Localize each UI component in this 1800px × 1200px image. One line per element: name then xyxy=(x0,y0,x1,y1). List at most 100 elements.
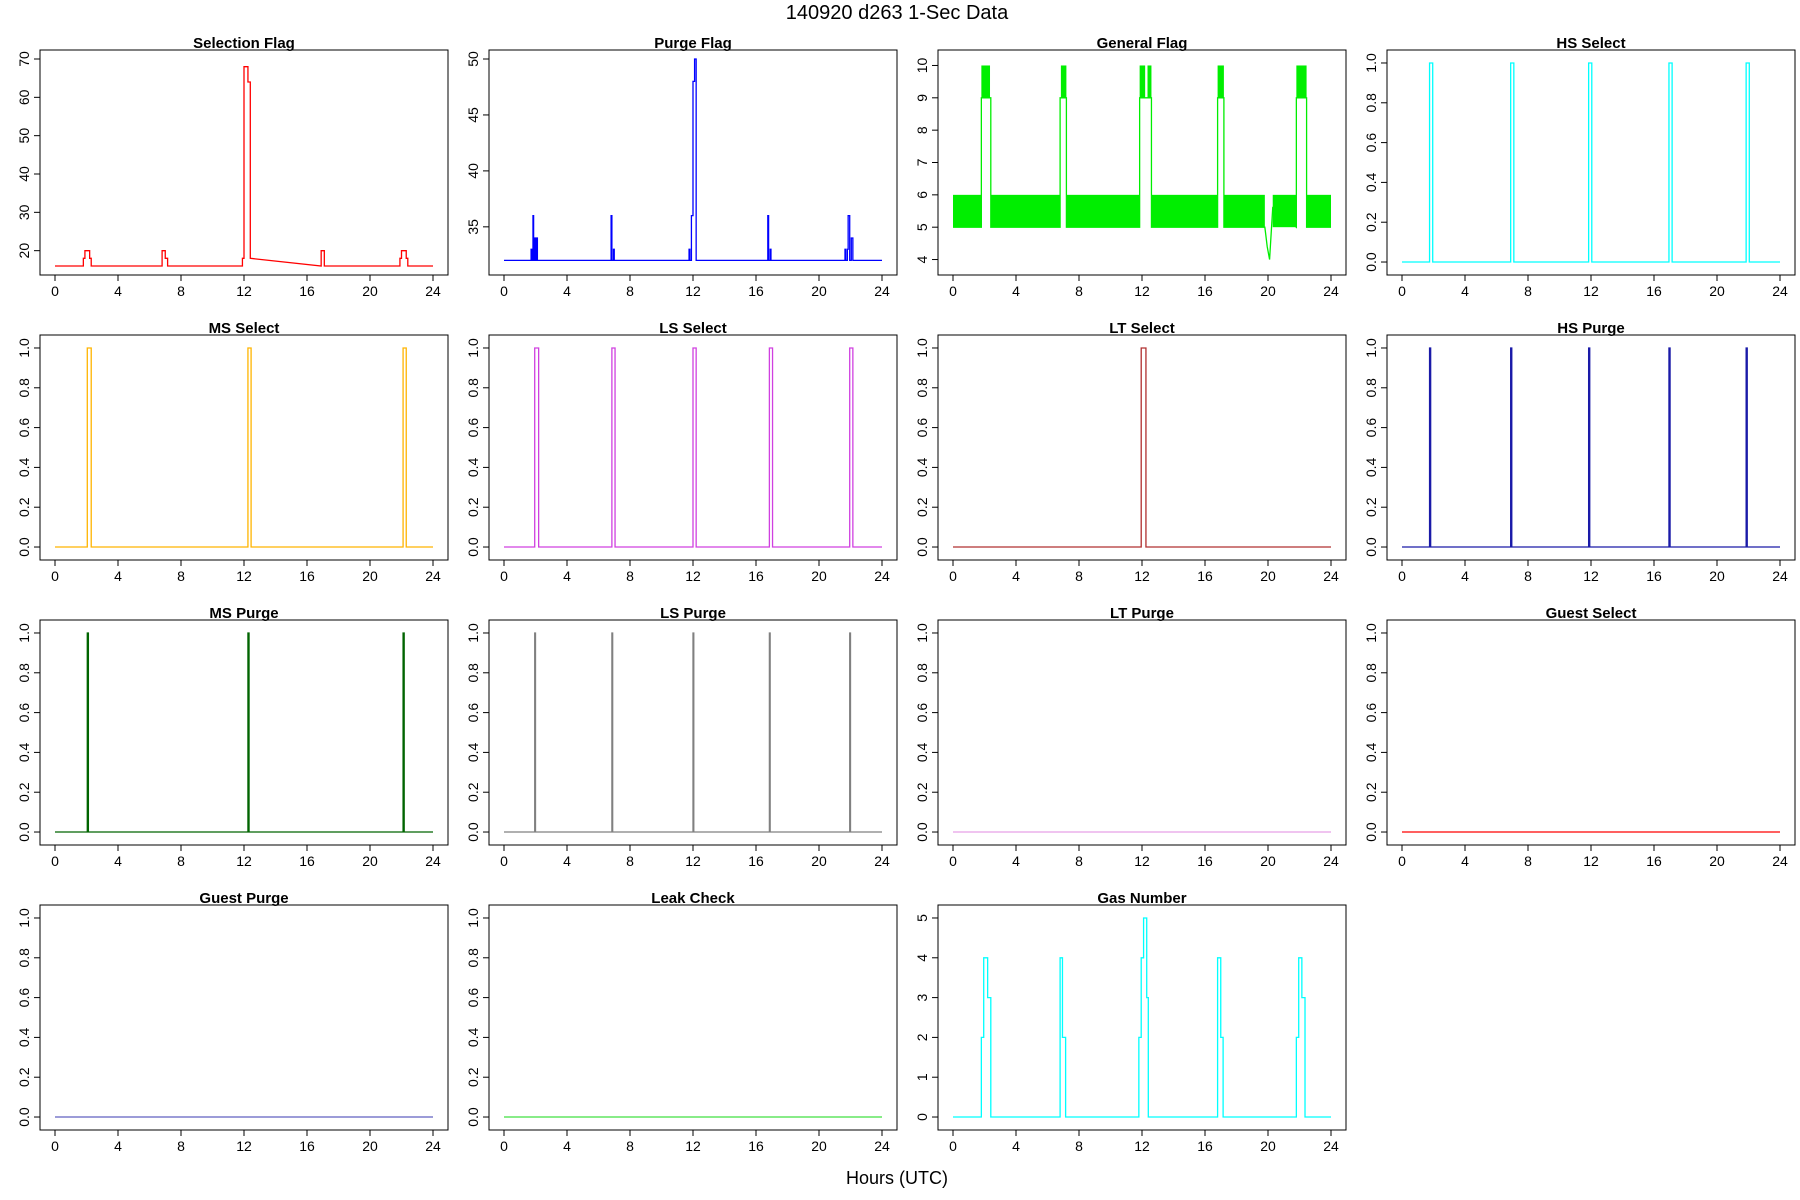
plot-frame xyxy=(937,904,1347,1131)
data-band xyxy=(1217,65,1224,98)
y-tick-label: 0.2 xyxy=(465,497,481,517)
y-tick-label: 0.8 xyxy=(1363,93,1379,113)
y-tick-label: 1.0 xyxy=(465,908,481,928)
data-band xyxy=(953,194,982,228)
panel-title: HS Purge xyxy=(1557,320,1625,337)
y-tick-label: 0.6 xyxy=(465,988,481,1008)
y-tick-label: 0.6 xyxy=(16,418,32,438)
x-tick-label: 20 xyxy=(362,1138,378,1154)
y-tick-label: 0.8 xyxy=(1363,663,1379,683)
x-tick-label: 0 xyxy=(1398,853,1406,869)
x-tick-label: 4 xyxy=(1012,853,1020,869)
panel-11: Guest Select 0 4 8 12 16 20 24 0.0 0.2 0.4 0.6 0.8 1.… xyxy=(1363,605,1796,869)
x-tick-label: 20 xyxy=(811,568,827,584)
x-tick-label: 24 xyxy=(1323,283,1339,299)
data-band xyxy=(1066,194,1140,228)
x-tick-label: 20 xyxy=(1709,568,1725,584)
y-tick-label: 0.2 xyxy=(465,1067,481,1087)
x-tick-label: 24 xyxy=(874,283,890,299)
plot-frame xyxy=(39,904,449,1131)
y-tick-label: 0 xyxy=(914,1113,930,1121)
plot-frame xyxy=(937,619,1347,846)
x-tick-label: 4 xyxy=(114,853,122,869)
y-tick-label: 0.2 xyxy=(16,497,32,517)
x-tick-label: 16 xyxy=(748,568,764,584)
series-line xyxy=(1402,347,1780,548)
y-tick-label: 40 xyxy=(16,166,32,182)
x-tick-label: 0 xyxy=(949,568,957,584)
x-tick-label: 8 xyxy=(626,853,634,869)
x-tick-label: 20 xyxy=(811,853,827,869)
x-tick-label: 8 xyxy=(177,283,185,299)
x-tick-label: 4 xyxy=(114,568,122,584)
y-tick-label: 4 xyxy=(914,255,930,263)
x-tick-label: 20 xyxy=(1260,1138,1276,1154)
x-tick-label: 16 xyxy=(748,1138,764,1154)
y-tick-label: 1.0 xyxy=(1363,338,1379,358)
y-tick-label: 10 xyxy=(914,57,930,73)
data-band xyxy=(1223,194,1265,228)
panel-title: MS Purge xyxy=(209,605,278,622)
x-tick-label: 24 xyxy=(874,568,890,584)
panel-6: LT Select 0 4 8 12 16 20 24 0.0 0.2 0.4 0.6 0.8 1.0 xyxy=(914,320,1347,584)
x-tick-label: 12 xyxy=(685,283,701,299)
y-tick-label: 0.0 xyxy=(914,822,930,842)
x-tick-label: 20 xyxy=(811,1138,827,1154)
series-line xyxy=(504,632,882,833)
panel-7: HS Purge 0 4 8 12 16 20 24 0.0 0.2 0.4 0.6 0.8 1.0 xyxy=(1363,320,1796,584)
x-tick-label: 8 xyxy=(1524,568,1532,584)
x-tick-label: 0 xyxy=(500,853,508,869)
y-tick-label: 1.0 xyxy=(1363,53,1379,73)
y-tick-label: 1.0 xyxy=(1363,623,1379,643)
plot-frame xyxy=(937,334,1347,561)
series-line xyxy=(504,58,882,262)
panel-title: Gas Number xyxy=(1097,890,1186,907)
plot-area xyxy=(1402,347,1780,548)
plot-frame xyxy=(1386,334,1796,561)
y-tick-label: 0.4 xyxy=(465,457,481,477)
y-tick-label: 60 xyxy=(16,89,32,105)
panel-3: HS Select 0 4 8 12 16 20 24 0.0 0.2 0.4 0.6 0.8 1.0 xyxy=(1363,35,1796,299)
x-tick-label: 16 xyxy=(1197,853,1213,869)
series-line xyxy=(953,917,1331,1118)
x-tick-label: 8 xyxy=(1524,853,1532,869)
plot-frame xyxy=(1386,619,1796,846)
y-tick-label: 0.8 xyxy=(465,378,481,398)
data-band xyxy=(1272,194,1297,228)
y-tick-label: 0.2 xyxy=(1363,212,1379,232)
y-tick-label: 2 xyxy=(914,1033,930,1041)
panel-2: General Flag 0 4 8 12 16 20 24 4 5 6 7 8 9 10 xyxy=(914,35,1347,299)
plot-area xyxy=(953,917,1331,1118)
y-tick-label: 50 xyxy=(465,51,481,67)
y-tick-label: 0.2 xyxy=(1363,782,1379,802)
x-tick-label: 12 xyxy=(236,568,252,584)
x-tick-label: 16 xyxy=(1197,283,1213,299)
x-tick-label: 0 xyxy=(500,568,508,584)
x-tick-label: 20 xyxy=(362,853,378,869)
y-tick-label: 0.4 xyxy=(1363,172,1379,192)
y-tick-label: 0.6 xyxy=(465,418,481,438)
x-tick-label: 16 xyxy=(1646,853,1662,869)
x-tick-label: 8 xyxy=(177,853,185,869)
x-tick-label: 8 xyxy=(177,1138,185,1154)
x-tick-label: 24 xyxy=(425,1138,441,1154)
x-tick-label: 4 xyxy=(1012,1138,1020,1154)
y-tick-label: 5 xyxy=(914,914,930,922)
x-tick-label: 20 xyxy=(362,568,378,584)
x-tick-label: 12 xyxy=(1134,283,1150,299)
y-tick-label: 0.8 xyxy=(16,948,32,968)
panel-title: Guest Purge xyxy=(199,890,288,907)
panel-10: LT Purge 0 4 8 12 16 20 24 0.0 0.2 0.4 0.6 0.8 1.0 xyxy=(914,605,1347,869)
y-tick-label: 0.4 xyxy=(914,742,930,762)
plot-area xyxy=(504,632,882,833)
y-tick-label: 1.0 xyxy=(16,908,32,928)
plot-area xyxy=(504,347,882,548)
x-tick-label: 16 xyxy=(1646,283,1662,299)
series-line xyxy=(55,347,433,548)
x-tick-label: 4 xyxy=(1012,283,1020,299)
x-tick-label: 16 xyxy=(748,853,764,869)
y-tick-label: 0.8 xyxy=(1363,378,1379,398)
y-tick-label: 0.8 xyxy=(914,378,930,398)
x-tick-label: 12 xyxy=(685,1138,701,1154)
